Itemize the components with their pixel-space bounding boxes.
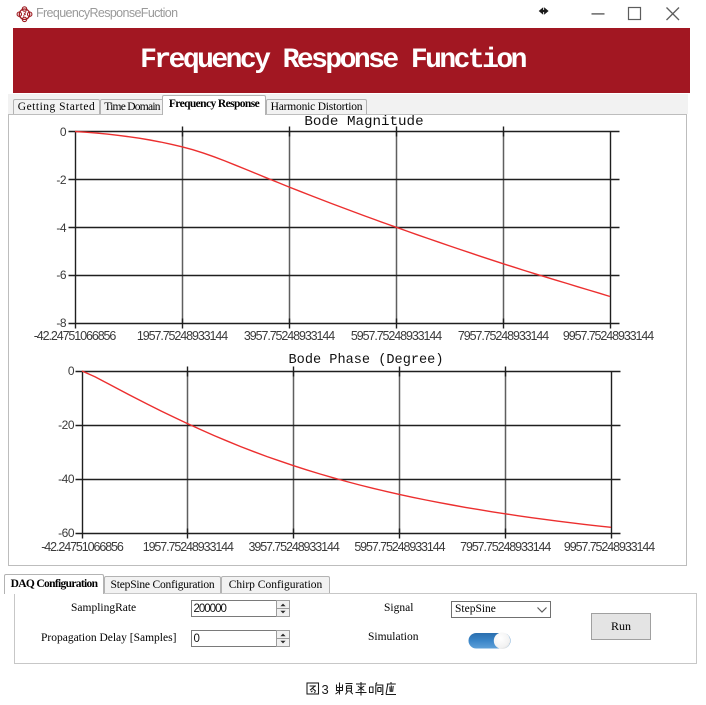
svg-text:3: 3 [322,682,329,697]
